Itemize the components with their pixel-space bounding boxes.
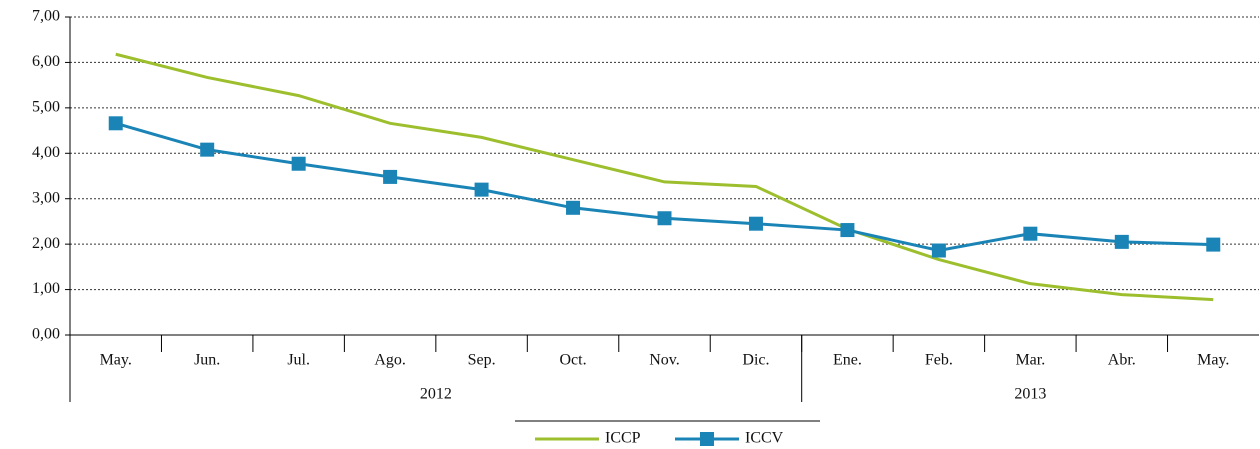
point-marker [200,142,215,157]
y-tick-label: 3,00 [32,189,60,206]
group-label: 2013 [1014,386,1046,403]
point-marker [748,216,763,231]
series-line [115,121,1214,253]
x-tick-label: Feb. [925,352,953,369]
y-tick-label: 2,00 [32,235,60,252]
y-tick-label: 4,00 [32,144,60,161]
point-marker [1023,226,1038,241]
y-tick-label: 1,00 [32,280,60,297]
y-tick-label: 5,00 [32,99,60,116]
x-tick-label: Abr. [1108,352,1136,369]
x-tick-label: Jun. [194,352,220,369]
y-tick-label: 7,00 [32,8,60,25]
legend-marker [700,432,714,446]
legend-label: ICCV [745,430,784,447]
point-marker [657,211,672,226]
x-tick-label: Oct. [559,352,586,369]
x-tick-label: Ene. [833,352,862,369]
x-tick-label: May. [100,352,132,369]
point-marker [383,169,398,184]
point-marker [931,243,946,258]
x-tick-label: Sep. [468,352,496,369]
x-tick-label: Dic. [742,352,769,369]
x-tick-label: May. [1197,352,1229,369]
x-tick-label: Jul. [287,352,310,369]
legend-label: ICCP [605,430,641,447]
x-tick-label: Mar. [1015,352,1045,369]
y-tick-label: 0,00 [32,326,60,343]
point-marker [108,116,123,131]
y-tick-label: 6,00 [32,53,60,70]
point-marker [474,182,489,197]
point-marker [1114,234,1129,249]
point-marker [566,200,581,215]
point-marker [291,156,306,171]
point-marker [840,223,855,238]
x-tick-label: Ago. [374,352,406,369]
point-marker [1206,237,1221,252]
x-tick-label: Nov. [649,352,680,369]
group-label: 2012 [420,386,452,403]
series-line [115,52,1214,302]
